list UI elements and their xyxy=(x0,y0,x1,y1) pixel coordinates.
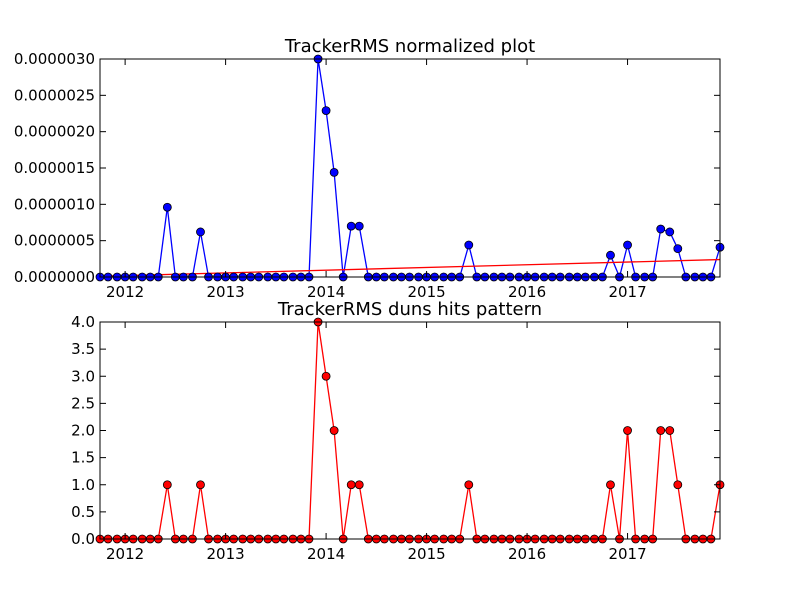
chart-title: TrackerRMS duns hits pattern xyxy=(277,299,542,320)
data-point xyxy=(162,480,172,490)
data-point xyxy=(321,106,331,115)
x-tick-label: 2016 xyxy=(508,545,546,563)
x-tick-label: 2017 xyxy=(608,545,646,563)
data-point xyxy=(464,240,474,250)
data-point xyxy=(346,480,356,490)
y-tick-label: 0.0000025 xyxy=(14,86,95,104)
y-tick-label: 2.0 xyxy=(71,422,95,440)
series-line xyxy=(100,322,720,539)
y-tick-label: 0.0000030 xyxy=(14,50,95,68)
x-tick-label: 2012 xyxy=(106,545,144,563)
data-point xyxy=(464,480,474,490)
x-tick-label: 2017 xyxy=(608,283,646,301)
data-point xyxy=(673,480,683,490)
plot-area xyxy=(100,322,720,539)
data-point xyxy=(196,227,205,237)
data-point xyxy=(196,480,205,490)
y-tick-label: 3.5 xyxy=(71,340,95,358)
y-tick-label: 2.5 xyxy=(71,394,95,412)
chart-duns-hits-pattern: TrackerRMS duns hits pattern 0.0 0.5 1.0 1.… xyxy=(71,299,725,563)
x-tick-label: 2016 xyxy=(508,283,546,301)
x-tick-label: 2015 xyxy=(407,545,445,563)
series-line xyxy=(100,59,720,277)
data-point xyxy=(329,426,339,435)
data-point xyxy=(162,202,172,212)
data-point xyxy=(623,426,632,435)
data-point xyxy=(665,426,675,435)
data-point xyxy=(606,480,615,490)
x-tick-label: 2015 xyxy=(407,283,445,301)
y-tick-label: 4.0 xyxy=(71,313,95,331)
x-tick-label: 2013 xyxy=(207,283,245,301)
y-tick-label: 0.0000005 xyxy=(14,232,95,250)
x-tick-label: 2014 xyxy=(307,283,345,301)
y-tick-label: 1.5 xyxy=(71,449,95,467)
y-tick-label: 0.0000010 xyxy=(14,195,95,213)
chart-title: TrackerRMS normalized plot xyxy=(284,36,535,57)
data-point xyxy=(354,480,364,490)
series-line xyxy=(100,258,720,277)
x-tick-label: 2014 xyxy=(307,545,345,563)
x-tick-label: 2013 xyxy=(207,545,245,563)
data-point xyxy=(606,250,615,260)
y-tick-label: 0.0 xyxy=(71,530,95,548)
y-tick-label: 0.0000015 xyxy=(14,159,95,177)
chart-normalized-plot: TrackerRMS normalized plot 0.0000000 0.00… xyxy=(14,36,725,301)
plot-area xyxy=(100,59,720,277)
y-tick-label: 0.5 xyxy=(71,503,95,521)
y-tick-label: 3.0 xyxy=(71,367,95,385)
data-point xyxy=(656,224,666,234)
data-point xyxy=(656,426,666,435)
y-tick-label: 1.0 xyxy=(71,476,95,494)
data-point xyxy=(346,221,356,231)
data-point xyxy=(665,227,675,237)
data-point xyxy=(623,240,632,250)
x-tick-label: 2012 xyxy=(106,283,144,301)
data-point xyxy=(354,221,364,231)
data-point xyxy=(329,167,339,177)
y-tick-label: 0.0000000 xyxy=(14,268,95,286)
y-tick-label: 0.0000020 xyxy=(14,123,95,141)
data-point xyxy=(673,244,683,254)
data-point xyxy=(321,371,331,381)
